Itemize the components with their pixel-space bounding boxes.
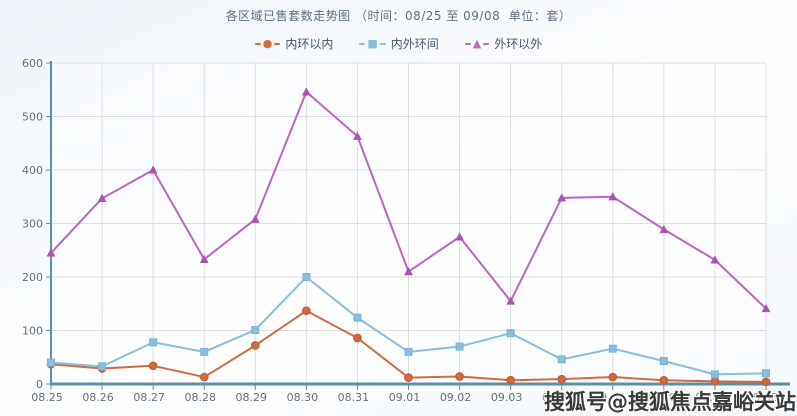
data-point-inner-ring <box>659 375 669 385</box>
x-tick-label: 09.04 <box>542 391 574 404</box>
data-point-inner-outer-ring <box>762 369 770 378</box>
data-point-outer-ring <box>557 193 567 202</box>
data-point-outer-ring <box>506 296 516 305</box>
data-point-inner-ring <box>250 341 260 350</box>
chart-title: 各区域已售套数走势图 （时间：08/25 至 09/08 单位：套） <box>225 9 572 23</box>
y-tick-label: 200 <box>22 271 43 284</box>
legend-label: 内外环间 <box>390 37 439 51</box>
data-point-inner-ring <box>302 306 311 316</box>
data-point-outer-ring <box>46 248 56 257</box>
data-point-inner-ring <box>455 372 464 381</box>
data-point-inner-ring <box>761 377 771 387</box>
legend-label: 内环以内 <box>285 37 334 51</box>
x-tick-label: 09.06 <box>644 391 676 404</box>
data-point-outer-ring <box>455 232 464 241</box>
x-tick-label: 09.05 <box>593 391 625 404</box>
data-point-outer-ring <box>761 303 771 313</box>
legend-item-inner-ring[interactable]: ● 内环以内 <box>254 35 334 52</box>
data-point-inner-outer-ring <box>200 347 209 356</box>
data-point-inner-ring <box>199 372 209 382</box>
y-tick-label: 100 <box>22 325 43 338</box>
data-point-inner-outer-ring <box>47 358 55 367</box>
x-tick-label: 08.27 <box>133 391 165 404</box>
x-tick-label: 09.08 <box>746 391 778 404</box>
data-point-inner-outer-ring <box>608 344 617 353</box>
data-point-outer-ring <box>97 193 107 202</box>
data-point-outer-ring <box>659 224 669 233</box>
x-tick-label: 08.29 <box>236 391 268 404</box>
triangle-legend-marker-icon: ▲ <box>464 38 490 49</box>
data-point-outer-ring <box>353 131 362 140</box>
data-point-outer-ring <box>250 214 260 223</box>
square-legend-marker-icon: ■ <box>359 38 386 49</box>
data-point-outer-ring <box>301 87 311 96</box>
x-tick-label: 08.28 <box>184 391 216 404</box>
data-point-outer-ring <box>710 255 720 264</box>
data-point-inner-outer-ring <box>506 329 515 338</box>
y-tick-label: 500 <box>22 111 43 124</box>
legend-label: 外环以外 <box>494 37 543 51</box>
circle-legend-marker-icon: ● <box>254 38 281 49</box>
data-point-inner-ring <box>148 361 158 371</box>
data-point-outer-ring <box>404 267 413 276</box>
x-tick-label: 09.07 <box>695 391 727 404</box>
x-tick-label: 08.30 <box>287 391 319 404</box>
watermark: 搜狐号@搜狐焦点嘉峪关站 <box>544 390 796 414</box>
legend-item-inner-outer-ring[interactable]: ■ 内外环间 <box>359 35 439 52</box>
data-point-inner-outer-ring <box>98 362 107 371</box>
data-point-inner-outer-ring <box>404 347 413 356</box>
data-point-inner-outer-ring <box>302 273 311 281</box>
data-point-inner-outer-ring <box>251 325 260 334</box>
chart-legend: ● 内环以内 ■ 内外环间 ▲ 外环以外 <box>0 35 797 52</box>
x-tick-label: 08.31 <box>338 391 370 404</box>
x-tick-label: 09.02 <box>440 391 472 404</box>
data-point-inner-ring <box>506 375 515 385</box>
y-tick-label: 400 <box>22 164 43 177</box>
data-point-outer-ring <box>148 165 158 174</box>
y-tick-label: 600 <box>22 57 43 70</box>
data-point-inner-ring <box>404 373 413 382</box>
data-point-inner-ring <box>557 374 567 384</box>
x-tick-label: 08.26 <box>82 391 114 404</box>
data-point-inner-outer-ring <box>710 370 719 379</box>
legend-item-outer-ring[interactable]: ▲ 外环以外 <box>464 35 543 52</box>
data-point-inner-ring <box>353 333 362 343</box>
data-point-inner-outer-ring <box>659 356 668 365</box>
x-tick-label: 09.01 <box>389 391 421 404</box>
y-tick-label: 0 <box>36 378 43 391</box>
x-tick-label: 08.25 <box>31 391 63 404</box>
data-point-inner-outer-ring <box>557 355 566 364</box>
data-point-inner-outer-ring <box>455 342 464 351</box>
data-point-outer-ring <box>608 192 618 201</box>
y-tick-label: 300 <box>22 218 43 231</box>
data-point-outer-ring <box>199 254 209 263</box>
data-point-inner-outer-ring <box>353 313 362 322</box>
x-tick-label: 09.03 <box>491 391 523 404</box>
data-point-inner-outer-ring <box>149 338 158 347</box>
data-point-inner-ring <box>608 372 618 382</box>
data-point-inner-ring <box>710 376 720 386</box>
